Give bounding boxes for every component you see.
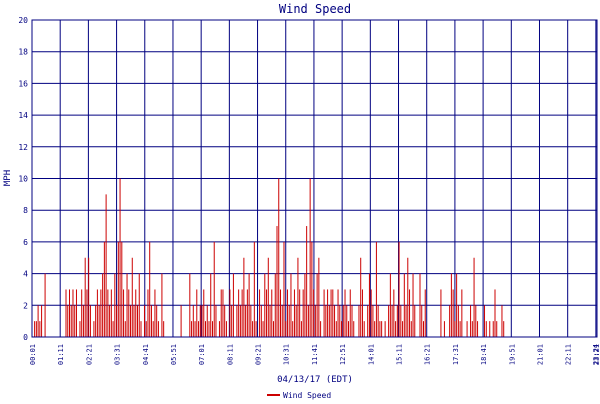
y-tick-label: 16: [18, 79, 28, 88]
x-tick-label: 23:24: [592, 344, 600, 365]
y-axis-label: MPH: [3, 170, 13, 186]
x-tick-label: 22:11: [565, 344, 573, 365]
y-tick-label: 10: [18, 175, 28, 184]
x-tick-label: 07:01: [198, 344, 206, 365]
plot-frame: [31, 19, 598, 338]
x-tick-label: 15:11: [396, 344, 404, 365]
x-tick-label: 01:11: [57, 344, 65, 365]
x-tick-label: 04:41: [142, 344, 150, 365]
x-tick-label: 02:21: [85, 344, 93, 365]
x-axis-label: 04/13/17 (EDT): [277, 375, 353, 385]
legend: Wind Speed: [267, 391, 331, 400]
x-tick-label: 00:01: [29, 344, 37, 365]
y-tick-label: 8: [23, 206, 28, 215]
data-bars: [34, 178, 505, 337]
y-tick-label: 12: [18, 143, 28, 152]
x-tick-label: 10:31: [283, 344, 291, 365]
grid-lines: [31, 19, 598, 338]
y-tick-label: 20: [18, 16, 28, 25]
tick-labels: 0 2 4 6 8 10 12 14 16 18 20 00:01 01:11 02:21 03:31 04:…: [18, 16, 600, 365]
x-tick-label: 19:51: [508, 344, 516, 365]
y-tick-label: 4: [23, 270, 28, 279]
x-tick-label: 09:21: [255, 344, 263, 365]
x-tick-label: 17:31: [452, 344, 460, 365]
y-tick-label: 2: [23, 301, 28, 310]
y-tick-label: 0: [23, 333, 28, 342]
legend-label: Wind Speed: [283, 391, 331, 400]
x-tick-label: 23:21: [593, 344, 600, 365]
x-tick-label: 18:41: [480, 344, 488, 365]
x-tick-label: 21:01: [536, 344, 544, 365]
x-tick-label: 12:51: [339, 344, 347, 365]
x-tick-label: 14:01: [367, 344, 375, 365]
y-tick-label: 14: [18, 111, 28, 120]
x-tick-label: 03:31: [114, 344, 122, 365]
y-tick-label: 18: [18, 48, 28, 57]
x-tick-label: 05:51: [170, 344, 178, 365]
x-tick-label: 16:21: [424, 344, 432, 365]
y-tick-label: 6: [23, 238, 28, 247]
chart-title: Wind Speed: [279, 2, 351, 16]
x-tick-label: 11:41: [311, 344, 319, 365]
x-tick-label: 08:11: [226, 344, 234, 365]
